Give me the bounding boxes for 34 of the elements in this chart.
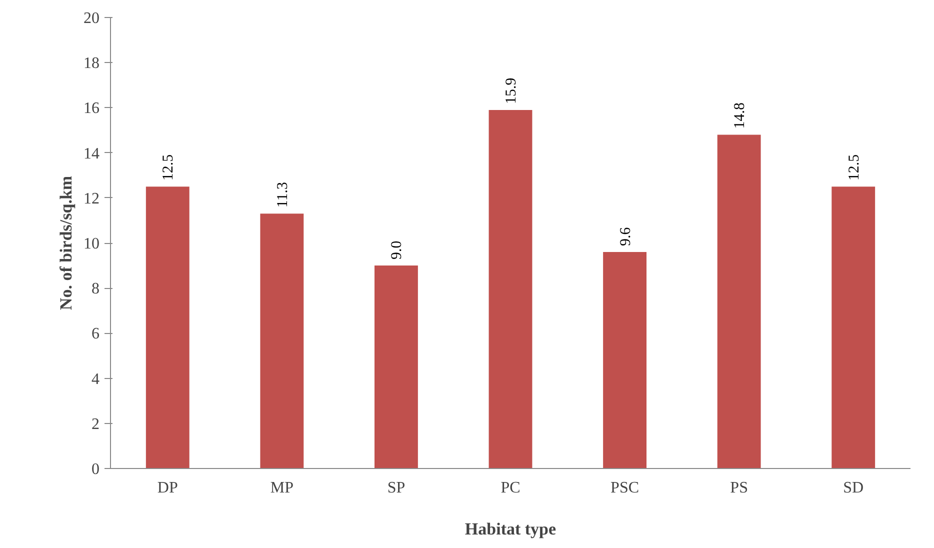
x-axis-title: Habitat type — [464, 520, 557, 538]
y-tick-label: 6 — [92, 326, 100, 343]
bar — [260, 214, 304, 468]
x-tick-label: SD — [843, 480, 864, 496]
x-tick-label: PC — [500, 480, 520, 496]
y-tick-label: 10 — [84, 236, 100, 252]
y-tick-label: 18 — [84, 55, 100, 72]
data-label: 12.5 — [846, 154, 862, 181]
x-tick-label: SP — [387, 480, 406, 496]
y-tick-label: 4 — [92, 370, 100, 388]
bar — [832, 186, 876, 468]
bar — [603, 252, 646, 468]
x-tick-label: PS — [730, 480, 748, 496]
x-tick-label: MP — [270, 480, 294, 496]
y-tick-label: 20 — [84, 10, 100, 27]
bar — [146, 186, 190, 468]
y-tick-label: 12 — [84, 190, 100, 208]
data-label: 12.5 — [160, 154, 177, 181]
y-axis-title: No. of birds/sq.km — [56, 176, 76, 310]
data-label: 9.0 — [389, 240, 406, 260]
data-label: 11.3 — [274, 182, 291, 208]
y-tick-label: 16 — [84, 100, 100, 118]
y-tick-label: 2 — [92, 416, 100, 433]
bar — [717, 134, 761, 468]
data-label: 15.9 — [504, 78, 520, 104]
data-label: 14.8 — [732, 102, 748, 129]
bar — [488, 110, 532, 468]
x-tick-label: PSC — [610, 480, 640, 496]
y-tick-label: 8 — [92, 280, 100, 298]
y-tick-label: 14 — [84, 145, 100, 162]
data-label: 9.6 — [618, 226, 634, 246]
bar — [374, 266, 418, 468]
y-tick-label: 0 — [92, 461, 100, 478]
x-tick-label: DP — [157, 480, 178, 496]
